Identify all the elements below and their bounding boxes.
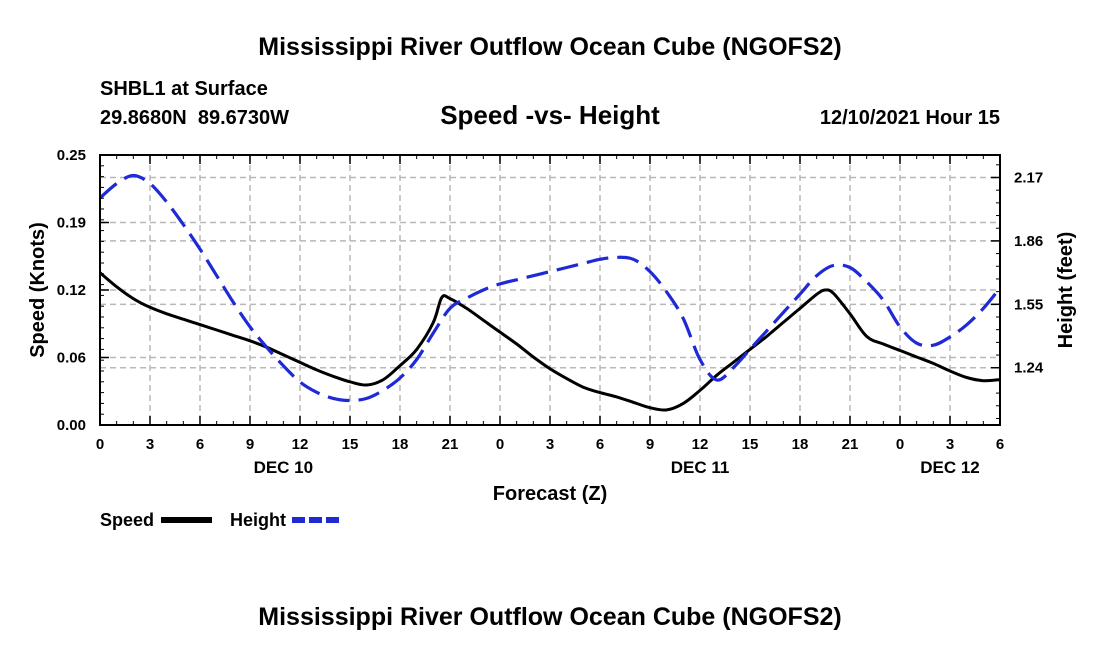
x-tick-label: 3 [946, 436, 954, 453]
y-tick-label-right: 1.86 [1014, 233, 1043, 250]
day-label: DEC 10 [254, 458, 314, 477]
grid-layer [100, 155, 1000, 425]
page-title: Mississippi River Outflow Ocean Cube (NG… [258, 33, 841, 61]
y-tick-label-left: 0.12 [57, 282, 86, 299]
x-tick-label: 3 [146, 436, 154, 453]
x-tick-label: 21 [842, 436, 859, 453]
x-tick-label: 6 [596, 436, 604, 453]
y-tick-label-left: 0.19 [57, 215, 86, 232]
datetime-label: 12/10/2021 Hour 15 [820, 107, 1000, 129]
chart-title: Speed -vs- Height [440, 100, 660, 130]
y-tick-label-left: 0.00 [57, 417, 86, 434]
x-tick-label: 9 [246, 436, 254, 453]
y-tick-label-left: 0.06 [57, 350, 86, 367]
series-line-height [98, 173, 1002, 403]
legend: Speed Height [100, 510, 342, 530]
labels-layer: 0 3 6 9 12 15 18 21 0 3 6 9 12 15 18 21 0 3 6 DEC 10 DEC 11 D… [57, 147, 1044, 477]
series-layer [98, 173, 1002, 412]
x-tick-label: 12 [292, 436, 309, 453]
legend-speed-label: Speed [100, 510, 154, 530]
day-label: DEC 11 [671, 458, 730, 477]
y-tick-label-left: 0.25 [57, 147, 86, 164]
ticks-layer [99, 154, 1001, 426]
day-label: DEC 12 [920, 458, 980, 477]
x-tick-label: 18 [792, 436, 809, 453]
x-tick-label: 18 [392, 436, 409, 453]
x-tick-label: 6 [996, 436, 1004, 453]
x-tick-label: 0 [96, 436, 104, 453]
x-tick-label: 3 [546, 436, 554, 453]
y-axis-label-left: Speed (Knots) [27, 222, 49, 358]
x-tick-label: 15 [742, 436, 759, 453]
y-axis-label-right: Height (feet) [1055, 232, 1077, 349]
y-tick-label-right: 2.17 [1014, 170, 1043, 187]
x-tick-label: 6 [196, 436, 204, 453]
legend-height-label: Height [230, 510, 286, 530]
station-coordinates: 29.8680N 89.6730W [100, 107, 289, 129]
bottom-title: Mississippi River Outflow Ocean Cube (NG… [258, 603, 841, 631]
y-tick-label-right: 1.24 [1014, 360, 1044, 377]
series-line-speed [99, 271, 1001, 412]
x-tick-label: 21 [442, 436, 459, 453]
x-tick-label: 15 [342, 436, 359, 453]
x-tick-label: 0 [496, 436, 504, 453]
y-tick-label-right: 1.55 [1014, 296, 1043, 313]
x-tick-label: 12 [692, 436, 709, 453]
x-axis-label: Forecast (Z) [493, 483, 607, 505]
x-tick-label: 9 [646, 436, 654, 453]
x-tick-label: 0 [896, 436, 904, 453]
station-name: SHBL1 at Surface [100, 78, 268, 100]
